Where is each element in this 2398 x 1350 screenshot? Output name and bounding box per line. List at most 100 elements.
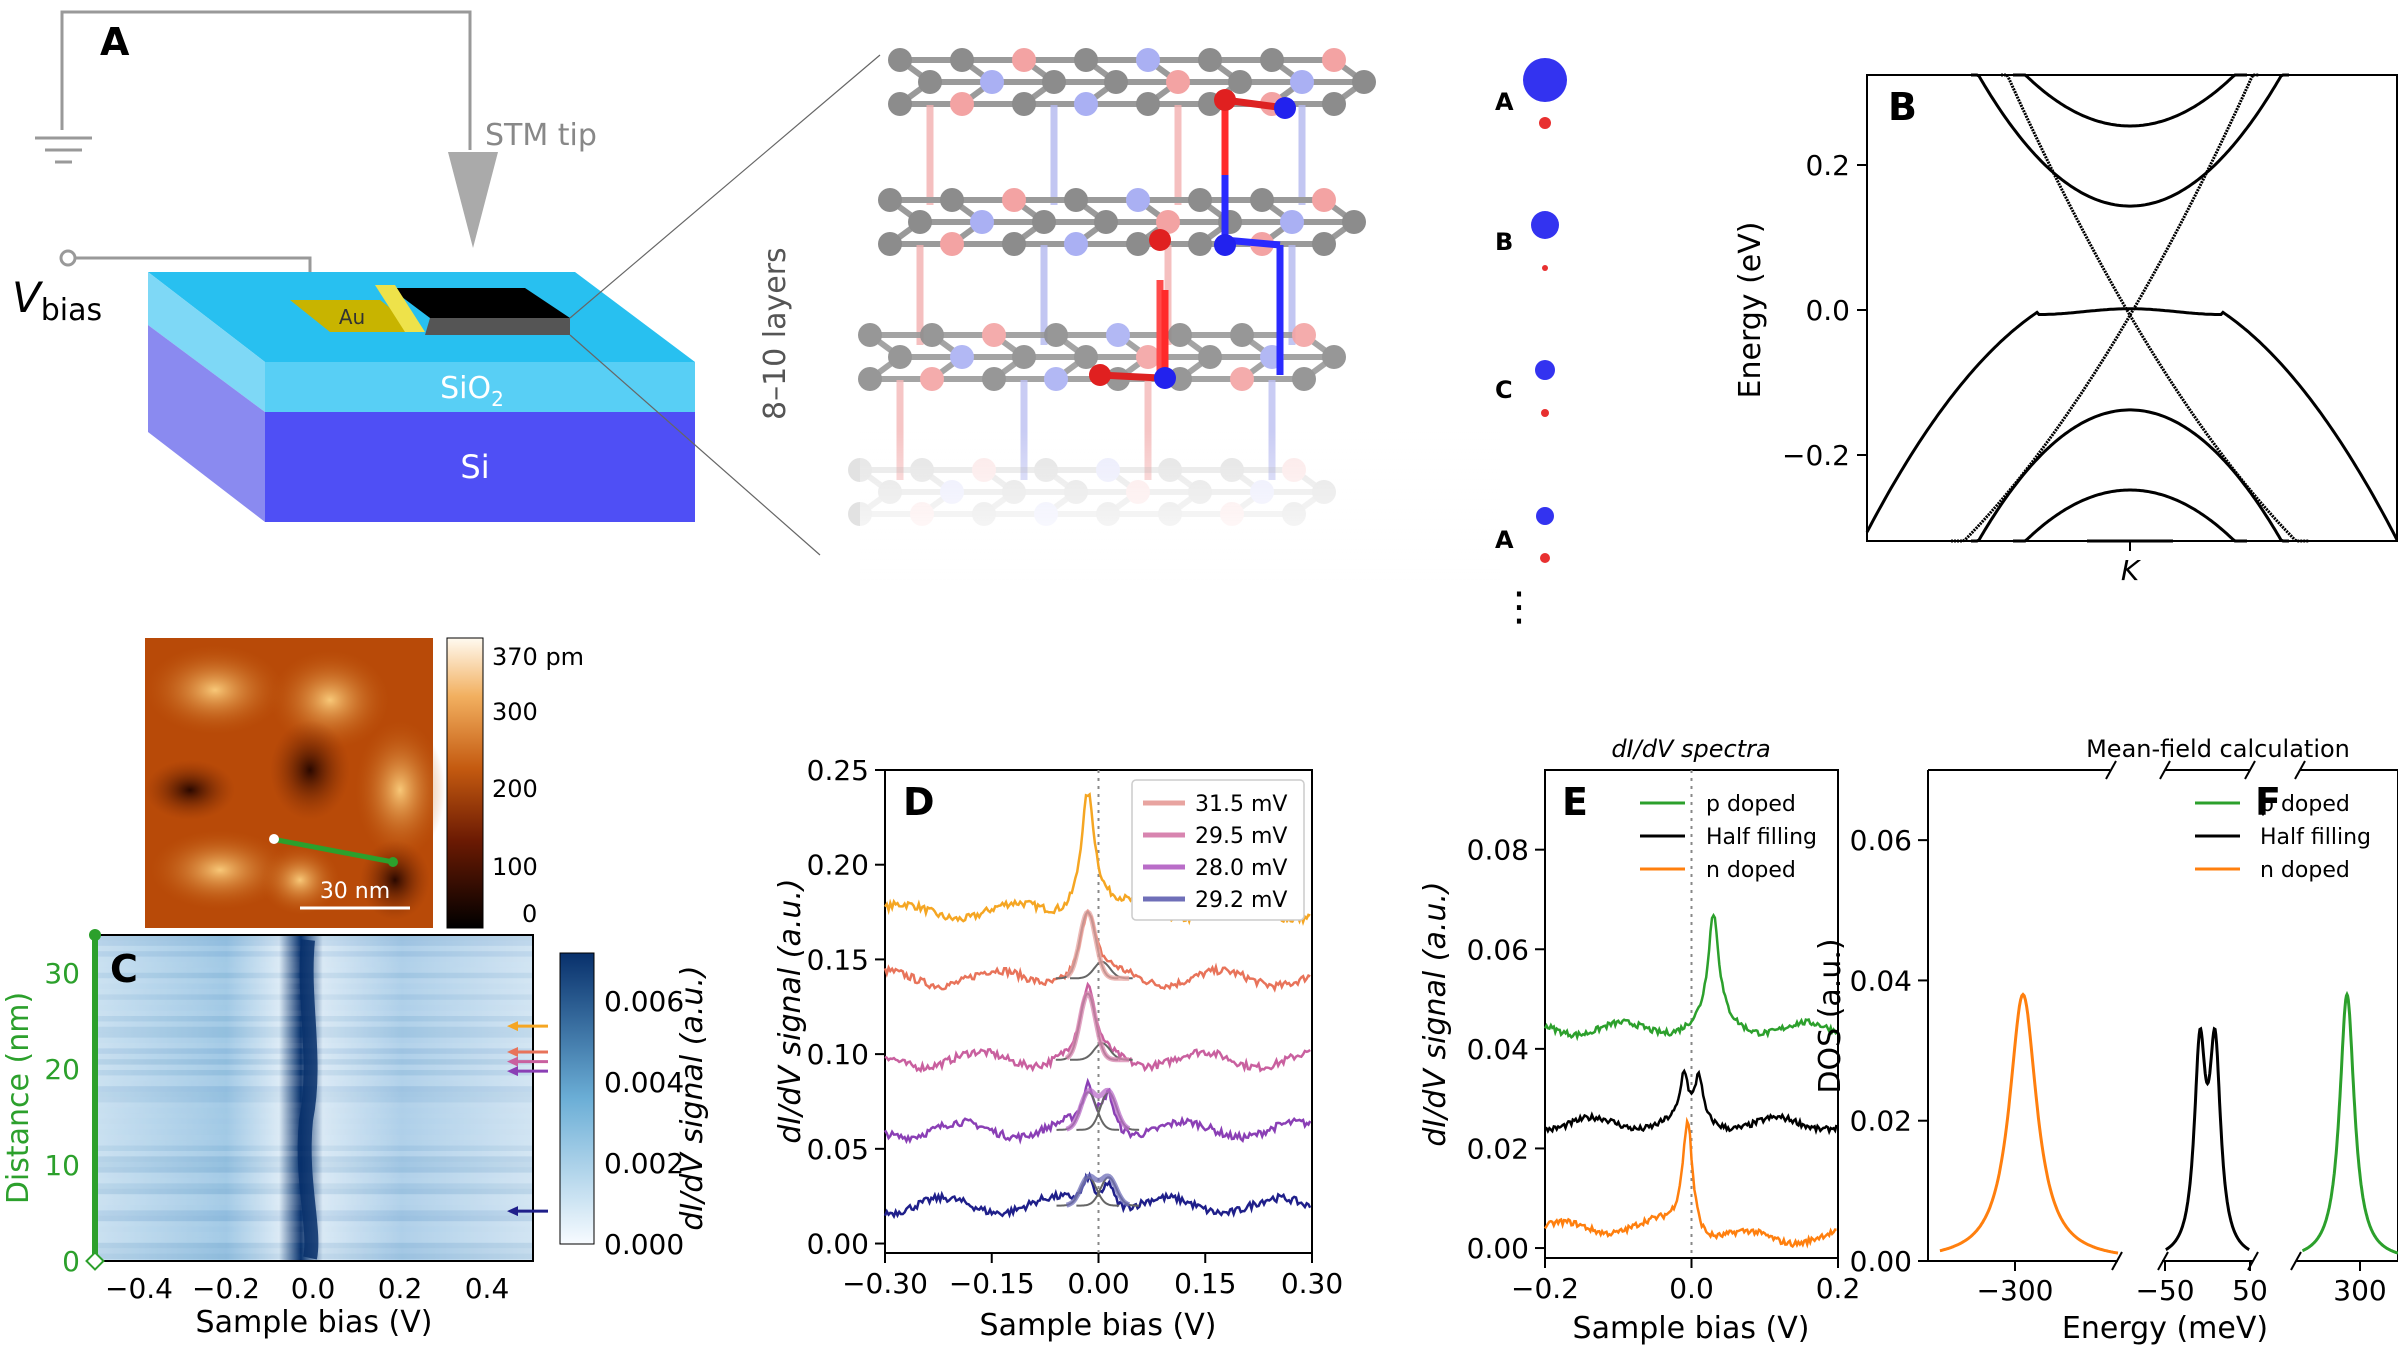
sublattice-a-dot <box>1539 117 1551 129</box>
panel-d-xticks: −0.30 −0.15 0.00 0.15 0.30 <box>842 1253 1343 1300</box>
carbon-atom <box>1044 323 1068 347</box>
panel-c-ylabel: Distance (nm) <box>1 992 36 1204</box>
ytick: 0.06 <box>1467 933 1529 966</box>
ytick: 0.04 <box>1850 964 1912 997</box>
sublattice-a-dot <box>1542 265 1548 271</box>
xtick: 0.2 <box>378 1272 423 1305</box>
sublattice-b-dot <box>1536 507 1554 525</box>
dos-line <box>2301 990 2398 1255</box>
legend-label: Half filling <box>2260 825 2371 850</box>
dos-line <box>1939 992 2119 1255</box>
carbon-atom <box>1002 232 1026 256</box>
carbon-atom <box>1292 367 1316 391</box>
carbon-atom <box>1312 232 1336 256</box>
position-arrow-head <box>507 1021 518 1032</box>
carbon-atom <box>980 70 1004 94</box>
position-arrow-head <box>507 1206 518 1217</box>
position-arrow-head <box>507 1056 518 1067</box>
stack-label-a2: A <box>1495 526 1514 554</box>
subband <box>2013 488 2247 543</box>
ytick: 0.2 <box>1805 149 1850 182</box>
sio2-label: SiO2 <box>440 371 504 411</box>
panel-c-xlabel: Sample bias (V) <box>196 1305 433 1340</box>
carbon-atom <box>1094 210 1118 234</box>
legend-label: Half filling <box>1706 825 1817 850</box>
subband <box>2013 73 2247 128</box>
panel-d-spectra: D 31.5 mV 29.5 mV 28.0 mV 29.2 mV 0.000.… <box>773 754 1343 1343</box>
carbon-atom <box>1230 367 1254 391</box>
panel-f-title: Mean-field calculation <box>2086 735 2350 763</box>
panel-c-xticks: −0.4 −0.2 0.0 0.2 0.4 <box>105 1272 509 1305</box>
ytick: 0 <box>62 1245 80 1278</box>
carbon-atom <box>1106 323 1130 347</box>
xtick: 0.0 <box>1669 1272 1714 1305</box>
ytick: 0.02 <box>1850 1105 1912 1138</box>
panel-e-label: E <box>1562 780 1588 824</box>
topography-image: 30 nm 370 pm 300 200 100 0 <box>145 637 584 929</box>
bulk-cone <box>1951 73 2259 543</box>
zoom-line-bottom <box>569 334 821 556</box>
panel-f-meanfield: F Mean-field calculation p doped Half fi… <box>1813 735 2398 1346</box>
carbon-atom <box>1230 323 1254 347</box>
panel-e-spectra: E dI/dV spectra p doped Half filling n d… <box>1418 735 1860 1346</box>
panel-d-ylabel: dI/dV signal (a.u.) <box>773 878 808 1143</box>
xtick: 0.2 <box>1816 1272 1861 1305</box>
carbon-atom <box>950 345 974 369</box>
carbon-atom <box>858 367 882 391</box>
carbon-atom <box>1198 345 1222 369</box>
legend-label: p doped <box>2260 792 2350 817</box>
ytick: 0.00 <box>1850 1245 1912 1278</box>
carbon-atom <box>1250 188 1274 212</box>
ytick: 0.20 <box>807 849 869 882</box>
xtick: 50 <box>2232 1274 2268 1307</box>
panel-d-label: D <box>903 780 935 824</box>
carbon-atom <box>1352 70 1376 94</box>
panel-e-legend: p doped Half filling n doped <box>1640 792 1817 883</box>
cbar-tick: 0 <box>522 900 537 928</box>
xtick: −300 <box>1977 1274 2054 1307</box>
xtick: 0.30 <box>1281 1267 1343 1300</box>
legend-box <box>1131 779 1305 921</box>
cbar-tick: 0.006 <box>604 985 684 1018</box>
legend-label: 31.5 mV <box>1195 792 1287 817</box>
carbon-atom <box>1290 70 1314 94</box>
legend-label: n doped <box>1706 858 1796 883</box>
spectra-position-arrows <box>507 1021 548 1217</box>
fit-sum <box>1065 909 1130 981</box>
carbon-atom <box>1136 345 1160 369</box>
carbon-atom <box>1074 92 1098 116</box>
zero-bias-peak-trace <box>297 939 319 1260</box>
carbon-atom <box>1064 232 1088 256</box>
flake-top <box>390 288 570 318</box>
panel-e-title: dI/dV spectra <box>1611 735 1770 763</box>
stacking-sequence: A B C A ⋮ <box>1495 58 1567 630</box>
ytick: 30 <box>44 957 80 990</box>
ytick: 0.0 <box>1805 294 1850 327</box>
linecut-end <box>388 857 398 867</box>
au-contact <box>290 300 420 332</box>
flat-band <box>1865 307 2398 541</box>
carbon-atom <box>888 48 912 72</box>
au-step <box>375 285 425 332</box>
panel-d-curves <box>883 770 1312 1253</box>
sublattice-b-dot <box>1535 360 1555 380</box>
cbar-tick: 0.002 <box>604 1147 684 1180</box>
structure-fade <box>860 430 1500 580</box>
ytick: 10 <box>44 1149 80 1182</box>
stack-label-b: B <box>1495 228 1513 256</box>
si-side-face <box>148 325 265 522</box>
carbon-atom <box>920 323 944 347</box>
carbon-atom <box>1044 367 1068 391</box>
xtick: 0.4 <box>465 1272 510 1305</box>
flake-side <box>425 318 570 335</box>
cbar-tick: 0.000 <box>604 1228 684 1261</box>
panel-c-linecut: C −0.4 −0.2 0.0 0.2 0.4 0 10 20 30 Sampl… <box>1 929 710 1340</box>
carbon-atom <box>1136 48 1160 72</box>
carbon-atom <box>950 92 974 116</box>
ytick: 0.15 <box>807 943 869 976</box>
xtick: 0.00 <box>1067 1267 1129 1300</box>
panel-e-xticks: −0.2 0.0 0.2 <box>1511 1258 1860 1305</box>
ground-icon <box>35 136 92 164</box>
carbon-atom <box>1002 188 1026 212</box>
